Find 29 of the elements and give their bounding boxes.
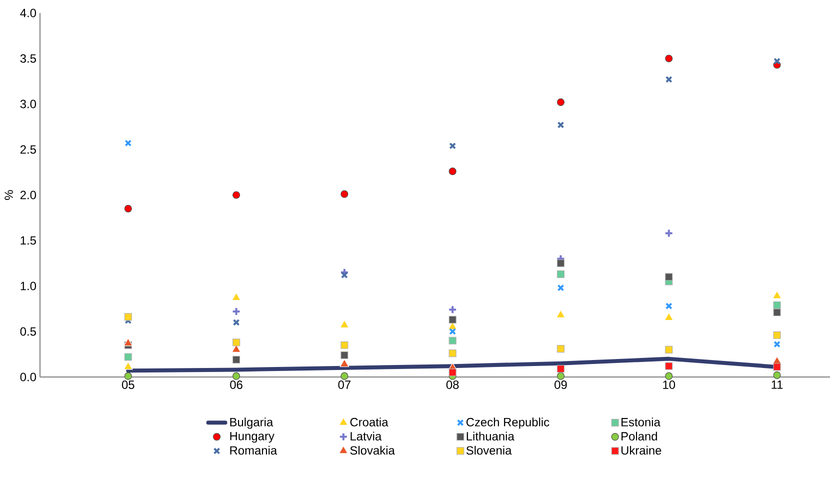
legend-label: Bulgaria — [230, 418, 274, 429]
y-axis-title: % — [4, 190, 14, 200]
y-tick-label: 2.0 — [20, 190, 36, 200]
x-tick-label: 05 — [122, 380, 134, 389]
legend-label: Slovenia — [466, 446, 512, 455]
x-tick-label: 10 — [663, 380, 676, 389]
y-tick-label: 4.0 — [20, 8, 36, 18]
legend-label: Hungary — [230, 432, 274, 443]
y-tick-label: 1.0 — [20, 282, 36, 290]
legend-label: Estonia — [622, 418, 660, 426]
legend-label: Ukraine — [621, 446, 662, 455]
x-tick-label: 06 — [230, 380, 242, 389]
y-tick-label: 3.5 — [20, 54, 36, 63]
legend-label: Poland — [622, 432, 657, 440]
legend-label: Croatia — [350, 418, 388, 426]
legend-label: Slovakia — [350, 446, 395, 455]
x-tick-label: 08 — [446, 380, 459, 389]
y-tick-label: 1.5 — [20, 236, 36, 245]
x-tick-label: 07 — [338, 380, 350, 389]
legend-label: Lithuania — [466, 432, 514, 440]
legend-label: Czech Republic — [466, 418, 550, 429]
y-tick-label: 0.5 — [20, 327, 36, 336]
y-tick-label: 3.0 — [20, 100, 36, 108]
legend-label: Romania — [230, 446, 278, 455]
y-tick-label: 0.0 — [20, 372, 36, 382]
x-tick-label: 09 — [554, 380, 567, 389]
y-tick-label: 2.5 — [20, 145, 36, 154]
x-tick-label: 11 — [772, 380, 783, 389]
legend-label: Latvia — [350, 432, 382, 440]
